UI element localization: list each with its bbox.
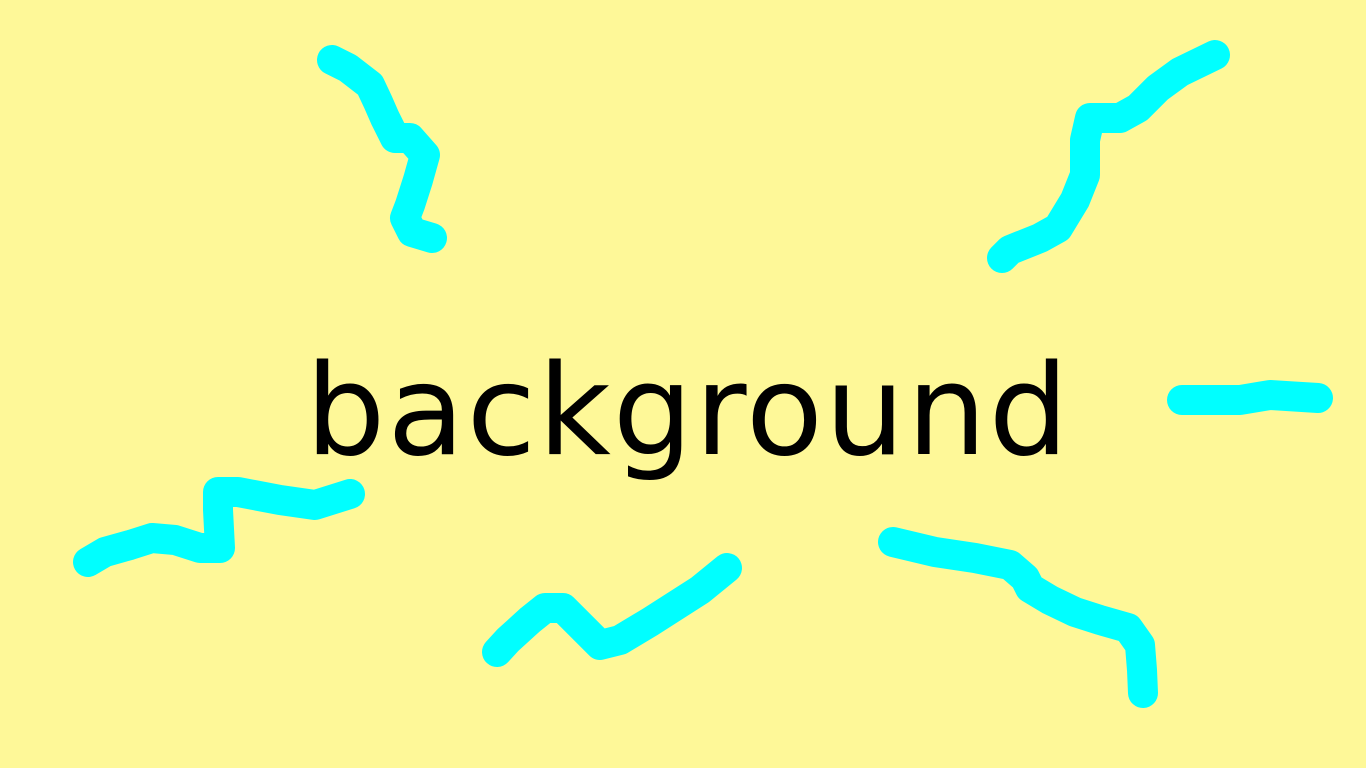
background-word: background (305, 337, 1071, 484)
scribble-bottom-right (878, 527, 1158, 708)
scribble-bottom-center (482, 553, 742, 667)
scribble-top-right (987, 40, 1230, 273)
scribble-right (1167, 380, 1333, 415)
scribble-left (73, 477, 365, 577)
scribble-top-left (317, 45, 447, 253)
